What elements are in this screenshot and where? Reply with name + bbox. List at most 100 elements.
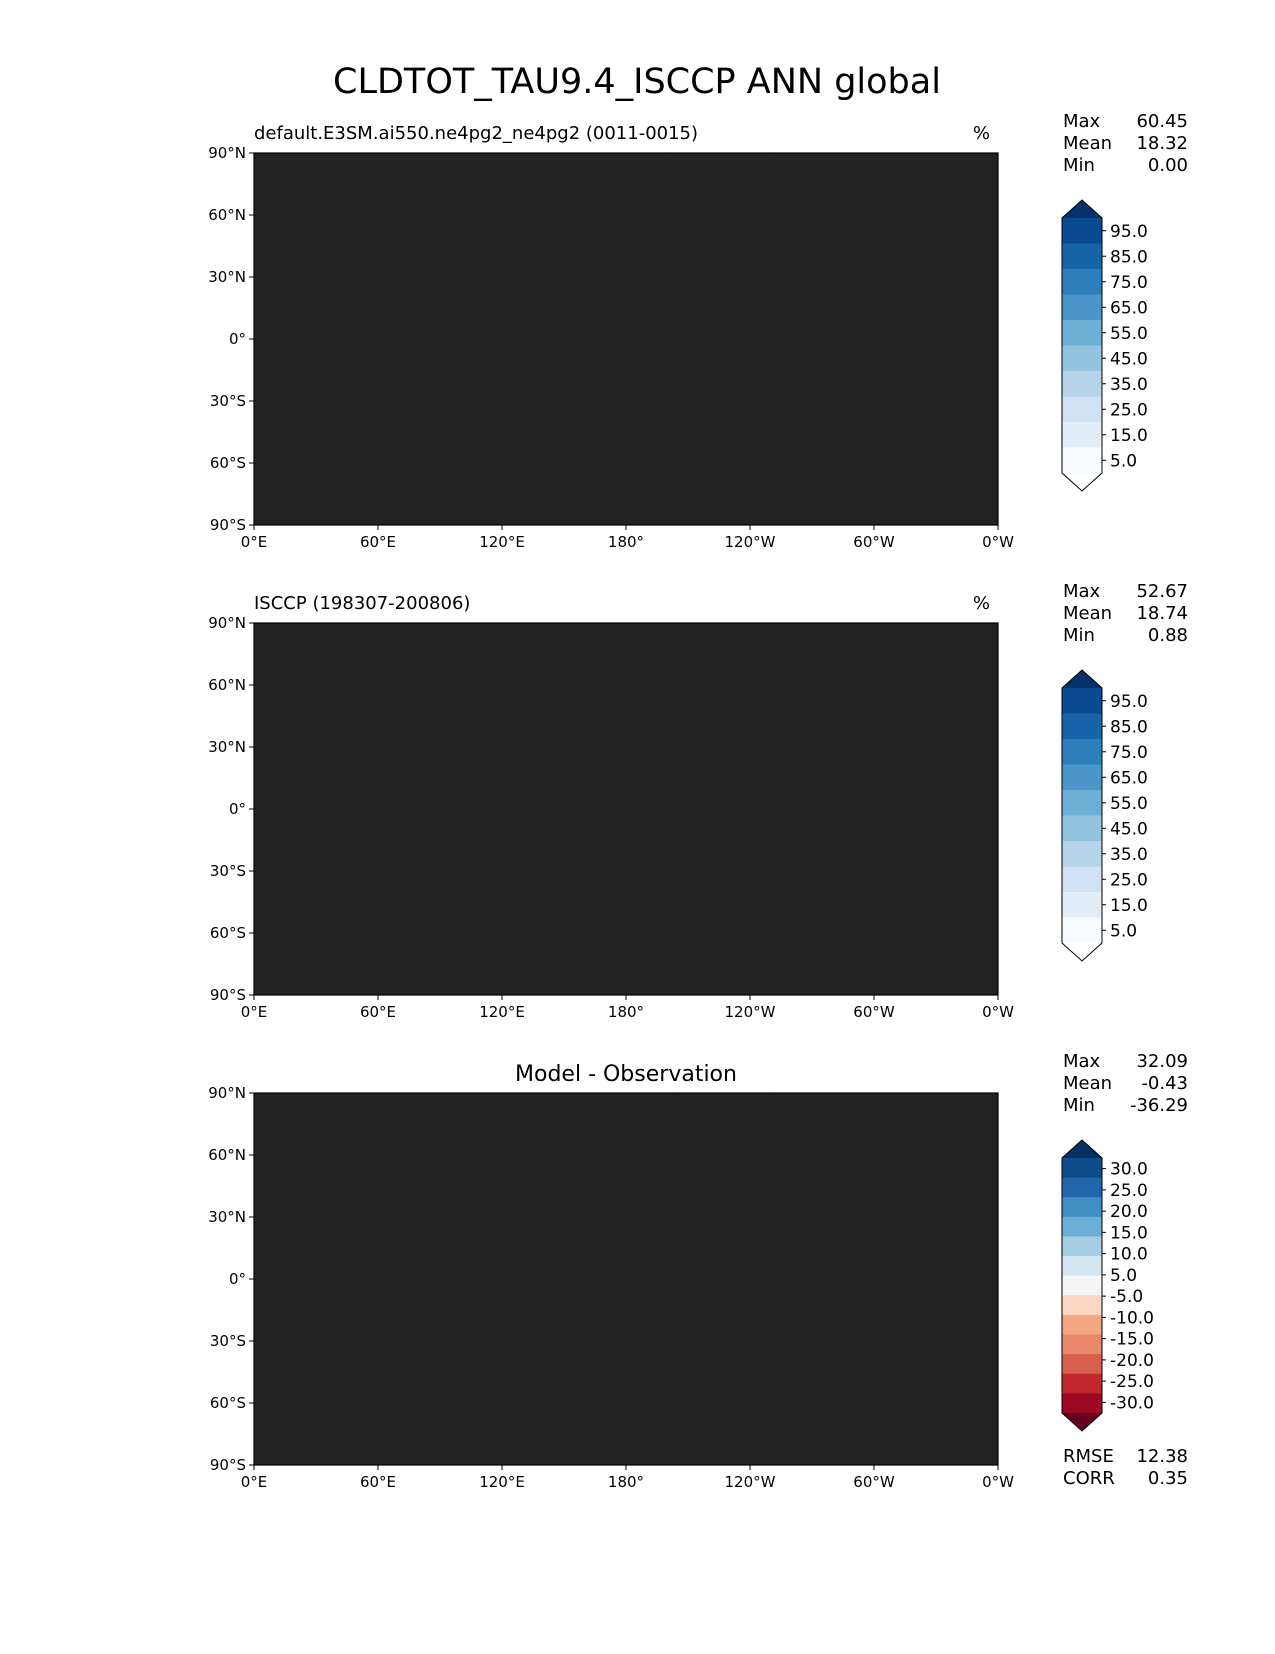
y-tick-label: 0°	[229, 1270, 246, 1288]
colorbar-segment	[1062, 1256, 1102, 1277]
coastlines	[254, 168, 998, 507]
colorbar: 30.025.020.015.010.05.0-5.0-10.0-15.0-20…	[1061, 1139, 1154, 1432]
x-tick-label: 120°E	[479, 1003, 525, 1021]
colorbar-extend-top	[1062, 200, 1102, 218]
y-tick-label: 90°S	[210, 986, 246, 1004]
colorbar-segment	[1062, 243, 1102, 270]
colorbar-label: 25.0	[1110, 400, 1148, 420]
colorbar-segment	[1062, 447, 1102, 474]
x-tick-label: 0°E	[241, 1003, 268, 1021]
colorbar-label: 5.0	[1110, 921, 1137, 941]
colorbar-segment	[1062, 396, 1102, 423]
y-tick-label: 0°	[229, 330, 246, 348]
colorbar-segment	[1062, 1236, 1102, 1257]
colorbar-label: -20.0	[1110, 1351, 1154, 1371]
map-panel: 0°E 60°E 120°E 180° 120°W 60°W 0°W 90°N 60°N 30°N…	[208, 581, 1188, 1021]
colorbar-label: 75.0	[1110, 273, 1148, 293]
y-tick-label: 30°N	[208, 268, 246, 286]
x-tick-label: 0°W	[982, 533, 1014, 551]
colorbar-label: 55.0	[1110, 324, 1148, 344]
stat-value: 18.32	[1136, 133, 1188, 154]
colorbar-label: 10.0	[1110, 1245, 1148, 1265]
stat-label: Max	[1063, 581, 1101, 602]
colorbar-label: 5.0	[1110, 451, 1137, 471]
stat-value: 32.09	[1136, 1051, 1188, 1072]
colorbar-segment	[1062, 688, 1102, 714]
colorbar-outline	[1061, 1139, 1103, 1432]
colorbar-segment	[1062, 1393, 1102, 1414]
panel-units: %	[973, 593, 990, 614]
stat-label: Mean	[1063, 603, 1112, 624]
colorbar-segment	[1062, 790, 1102, 816]
colorbar-segment	[1062, 1158, 1102, 1179]
y-tick-label: 0°	[229, 800, 246, 818]
colorbar-label: 95.0	[1110, 692, 1148, 712]
colorbar-label: 25.0	[1110, 870, 1148, 890]
y-tick-label: 90°N	[208, 1084, 246, 1102]
stat-label: CORR	[1063, 1468, 1115, 1489]
stat-label: Max	[1063, 111, 1101, 132]
panel-title-center: Model - Observation	[515, 1062, 737, 1087]
colorbar-segment	[1062, 320, 1102, 346]
colorbar-label: 65.0	[1110, 298, 1148, 318]
stat-value: 0.35	[1148, 1468, 1188, 1489]
stat-value: 0.88	[1148, 625, 1188, 646]
colorbar-label: 35.0	[1110, 845, 1148, 865]
colorbar-extend-top	[1062, 1140, 1102, 1158]
colorbar-segment	[1062, 866, 1102, 893]
panel-title-left: default.E3SM.ai550.ne4pg2_ne4pg2 (0011-0…	[254, 123, 698, 144]
colorbar-label: 65.0	[1110, 768, 1148, 788]
y-tick-label: 90°S	[210, 516, 246, 534]
x-tick-label: 0°W	[982, 1473, 1014, 1491]
x-tick-label: 180°	[608, 533, 644, 551]
map-panel: 0°E 60°E 120°E 180° 120°W 60°W 0°W 90°N 60°N 30°N…	[208, 1051, 1188, 1491]
colorbar-label: 5.0	[1110, 1266, 1137, 1286]
colorbar-outline	[1061, 199, 1103, 492]
colorbar-label: 20.0	[1110, 1202, 1148, 1222]
colorbar-extend-bottom	[1062, 473, 1102, 491]
stat-label: Min	[1063, 625, 1095, 646]
colorbar-label: 15.0	[1110, 426, 1148, 446]
y-tick-label: 30°N	[208, 1208, 246, 1226]
colorbar-segment	[1062, 713, 1102, 740]
colorbar-segment	[1062, 1275, 1102, 1296]
colorbar-label: -25.0	[1110, 1372, 1154, 1392]
y-tick-label: 90°S	[210, 1456, 246, 1474]
colorbar-segment	[1062, 815, 1102, 842]
colorbar-label: -15.0	[1110, 1330, 1154, 1350]
colorbar: 95.0 85.0 75.0 65.0 55.0 45.0 35.0 25.0 15.0 5.0	[1061, 199, 1148, 492]
colorbar-segment	[1062, 1295, 1102, 1316]
x-tick-label: 120°E	[479, 533, 525, 551]
y-tick-label: 60°S	[210, 924, 246, 942]
figure-title: CLDTOT_TAU9.4_ISCCP ANN global	[333, 62, 941, 102]
stat-label: Min	[1063, 155, 1095, 176]
x-tick-label: 60°W	[853, 1473, 895, 1491]
y-tick-label: 60°S	[210, 1394, 246, 1412]
x-tick-label: 60°W	[853, 1003, 895, 1021]
colorbar-label: 30.0	[1110, 1160, 1148, 1180]
stat-label: Min	[1063, 1095, 1095, 1116]
colorbar-label: 15.0	[1110, 1223, 1148, 1243]
stat-label: Mean	[1063, 133, 1112, 154]
panel-units: %	[973, 123, 990, 144]
coastlines	[254, 1108, 998, 1447]
colorbar-segment	[1062, 1216, 1102, 1237]
x-tick-label: 0°E	[241, 1473, 268, 1491]
stat-value: 0.00	[1148, 155, 1188, 176]
colorbar-label: 15.0	[1110, 896, 1148, 916]
colorbar-label: 45.0	[1110, 349, 1148, 369]
colorbar-segment	[1062, 371, 1102, 397]
colorbar-extend-bottom	[1062, 943, 1102, 961]
colorbar-segment	[1062, 1373, 1102, 1394]
x-tick-label: 60°E	[360, 1473, 396, 1491]
stat-value: -0.43	[1141, 1073, 1188, 1094]
stat-value: 18.74	[1136, 603, 1188, 624]
colorbar-label: -5.0	[1110, 1287, 1143, 1307]
colorbar-segment	[1062, 1314, 1102, 1336]
colorbar-label: 75.0	[1110, 743, 1148, 763]
colorbar-label: 85.0	[1110, 247, 1148, 267]
colorbar-extend-bottom	[1062, 1413, 1102, 1431]
colorbar-label: -10.0	[1110, 1308, 1154, 1328]
colorbar-label: -30.0	[1110, 1393, 1154, 1413]
